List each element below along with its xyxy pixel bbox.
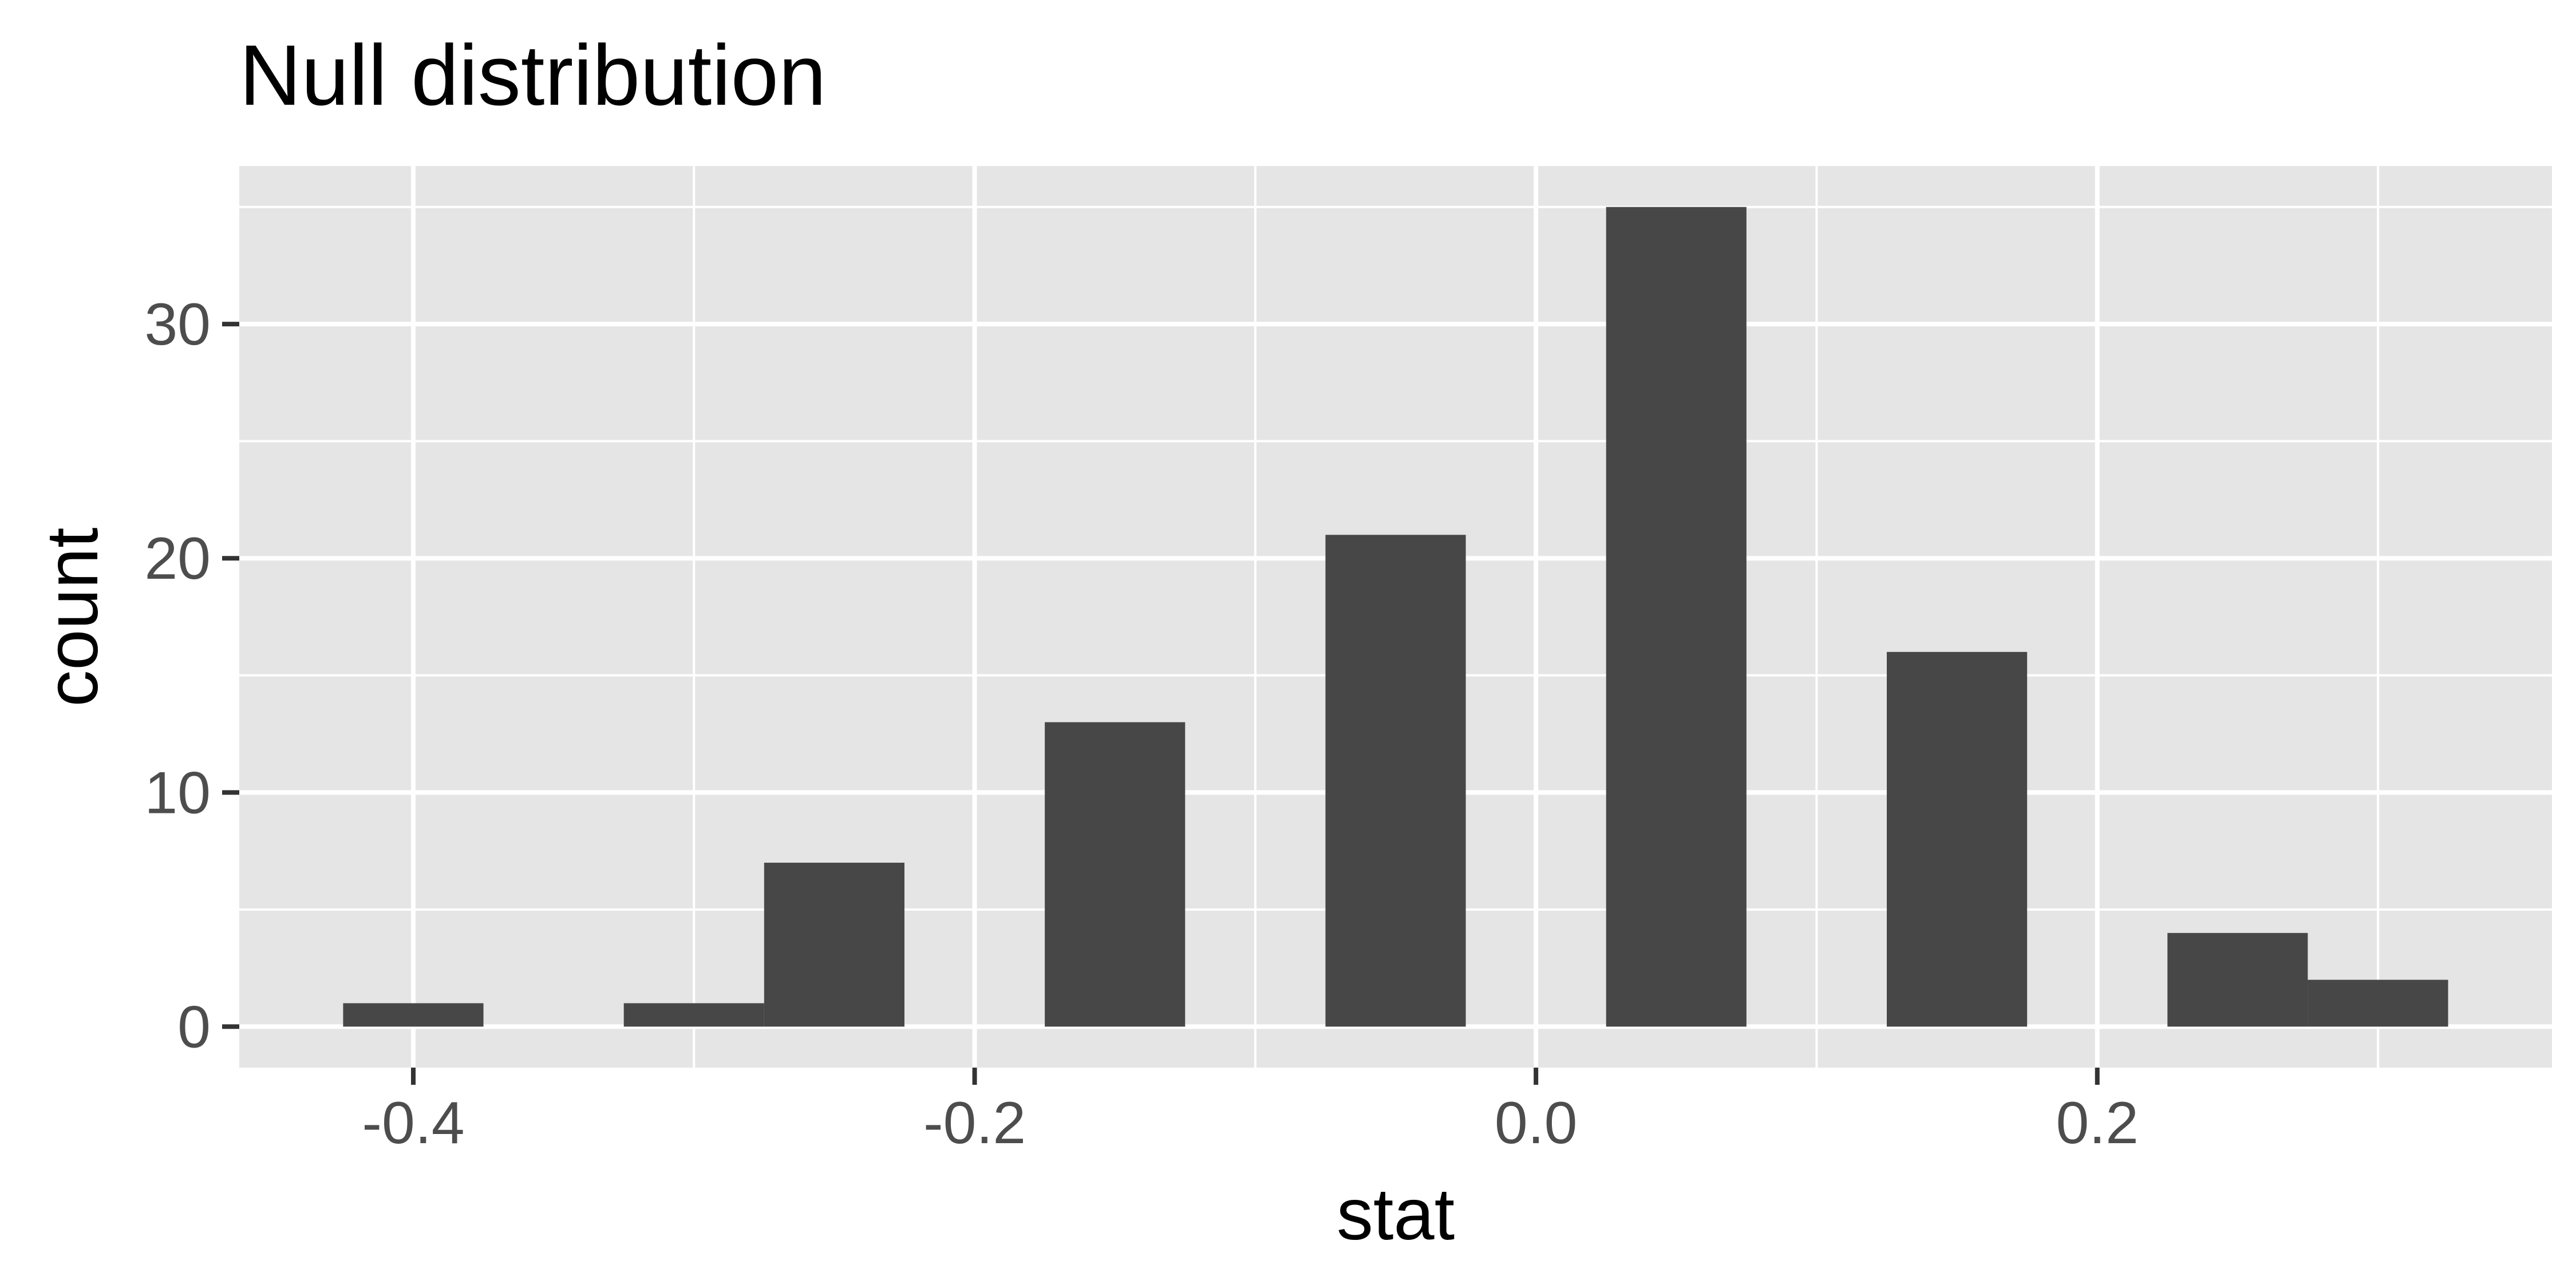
y-axis: 0 10 20 30 bbox=[144, 291, 239, 1060]
x-tick-label: -0.2 bbox=[923, 1090, 1026, 1156]
histogram-bar-4 bbox=[1045, 722, 1186, 1027]
x-axis-title: stat bbox=[1337, 1174, 1455, 1255]
x-axis: -0.4 -0.2 0.0 0.2 bbox=[362, 1068, 2139, 1156]
y-tick-label: 10 bbox=[144, 760, 211, 826]
histogram-bar-8 bbox=[2167, 933, 2308, 1027]
y-tick-label: 0 bbox=[177, 994, 211, 1060]
histogram-bar-5 bbox=[1325, 535, 1466, 1027]
x-tick-label: 0.2 bbox=[2056, 1090, 2139, 1156]
x-tick-label: 0.0 bbox=[1495, 1090, 1578, 1156]
y-tick-label: 30 bbox=[144, 291, 211, 358]
y-axis-title: count bbox=[31, 527, 113, 706]
y-tick-label: 20 bbox=[144, 526, 211, 592]
histogram-bar-2 bbox=[623, 1003, 764, 1027]
histogram-bar-1 bbox=[343, 1003, 484, 1027]
histogram-bar-9 bbox=[2308, 979, 2448, 1027]
chart-title: Null distribution bbox=[239, 27, 826, 123]
histogram-bar-7 bbox=[1887, 651, 2028, 1027]
histogram-bar-3 bbox=[764, 863, 904, 1027]
histogram-bar-6 bbox=[1606, 207, 1747, 1027]
x-tick-label: -0.4 bbox=[362, 1090, 464, 1156]
histogram-bars bbox=[343, 207, 2448, 1027]
